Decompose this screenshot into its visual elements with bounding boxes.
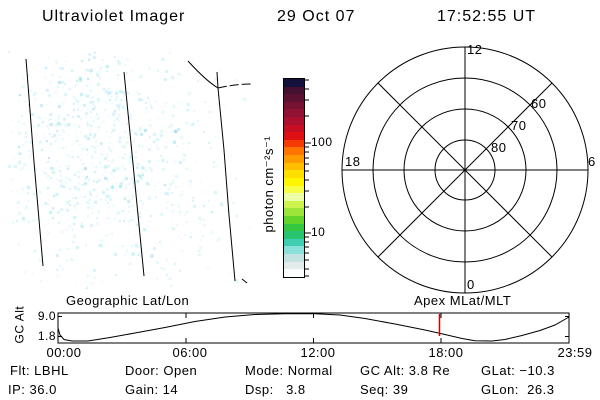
footer-mode: Mode: Normal [245,363,333,378]
x-tick-1800: 18:00 [428,345,464,360]
colorbar-tick-10: 10 [311,225,326,239]
footer-glat: GLat: −10.3 [481,363,555,378]
polar-label-18: 18 [345,154,361,169]
footer-gain: Gain: 14 [125,382,179,397]
uv-image-panel [5,45,255,295]
footer-flt: Flt: LBHL [10,363,69,378]
strip-chart-frame [57,312,570,344]
app-title: Ultraviolet Imager [42,8,186,25]
polar-label-80: 80 [491,140,507,155]
y-tick-9: 9.0 [37,309,56,323]
footer-seq: Seq: 39 [360,382,409,397]
footer-ip: IP: 36.0 [8,382,57,397]
polar-label-60: 60 [531,96,547,111]
polar-label-0: 0 [467,277,475,292]
header-date: 29 Oct 07 [277,8,356,25]
header-time: 17:52:55 UT [437,8,537,25]
polar-label-12: 12 [467,42,483,57]
x-tick-0600: 06:00 [172,345,208,360]
colorbar-ticks [305,79,311,277]
y-tick-1-8: 1.8 [37,329,56,343]
gc-alt-curve [57,313,570,342]
x-tick-1200: 12:00 [300,345,336,360]
polar-grid [341,46,589,294]
footer-dsp: Dsp: 3.8 [245,382,306,397]
apex-mlat-mlt-label: Apex MLat/MLT [414,293,512,308]
colorbar-tick-100: 100 [311,135,333,149]
footer-gcalt: GC Alt: 3.8 Re [360,363,451,378]
geographic-latlon-label: Geographic Lat/Lon [66,293,190,308]
polar-label-70: 70 [511,118,527,133]
footer-door: Door: Open [125,363,198,378]
polar-label-6: 6 [588,154,596,169]
colorbar [283,78,305,278]
x-tick-0000: 00:00 [46,345,82,360]
colorbar-unit-label: photon cm⁻²s⁻¹ [260,135,276,233]
gc-alt-axis-label: GC Alt [12,305,27,344]
x-tick-2359: 23:59 [557,345,593,360]
footer-glon: GLon: 26.3 [481,382,555,397]
